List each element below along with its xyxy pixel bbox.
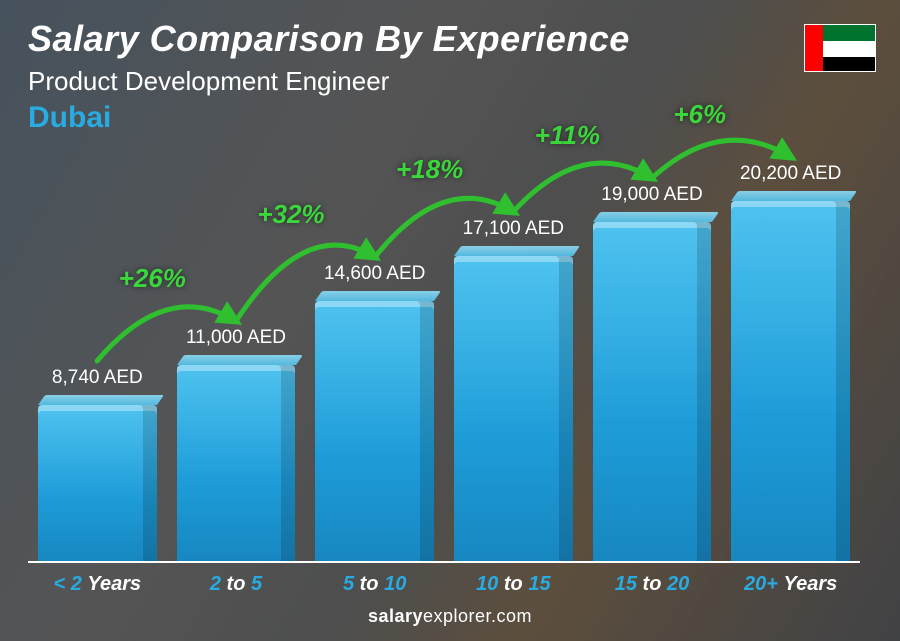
flag-hoist [805,25,823,72]
page-subtitle: Product Development Engineer [28,66,630,97]
increment-label: +32% [257,199,324,230]
salary-bar-chart: 8,740 AED< 2 Years11,000 AED2 to 514,600… [28,160,860,561]
flag-stripe-1 [823,25,875,41]
footer-brand-bold: salary [368,606,423,626]
chart-baseline [28,561,860,563]
flag-stripe-2 [823,41,875,57]
page-title: Salary Comparison By Experience [28,18,630,60]
footer-brand: salaryexplorer.com [0,606,900,627]
bar-x-label: 5 to 10 [295,573,454,596]
flag-stripe-3 [823,57,875,72]
increment-label: +18% [396,154,463,185]
bar-value-label: 20,200 AED [721,163,860,185]
bar-x-label: < 2 Years [18,573,177,596]
uae-flag-icon [804,24,876,72]
bar-value-label: 8,740 AED [28,367,167,389]
bar [38,405,157,561]
bar [731,201,850,561]
bar-x-label: 2 to 5 [157,573,316,596]
bar-value-label: 17,100 AED [444,218,583,240]
bar [454,256,573,561]
increment-label: +11% [535,120,600,151]
title-block: Salary Comparison By Experience Product … [28,18,630,135]
bar [593,222,712,561]
infographic-stage: Salary Comparison By Experience Product … [0,0,900,641]
increment-label: +26% [119,263,186,294]
bar [315,301,434,561]
bar-x-label: 10 to 15 [434,573,593,596]
bar-x-label: 20+ Years [711,573,870,596]
bar-value-label: 11,000 AED [167,327,306,349]
bar-value-label: 19,000 AED [583,184,722,206]
bar-value-label: 14,600 AED [305,263,444,285]
bar-x-label: 15 to 20 [573,573,732,596]
increment-label: +6% [673,99,726,130]
footer-brand-rest: explorer.com [423,606,532,626]
bar [177,365,296,561]
